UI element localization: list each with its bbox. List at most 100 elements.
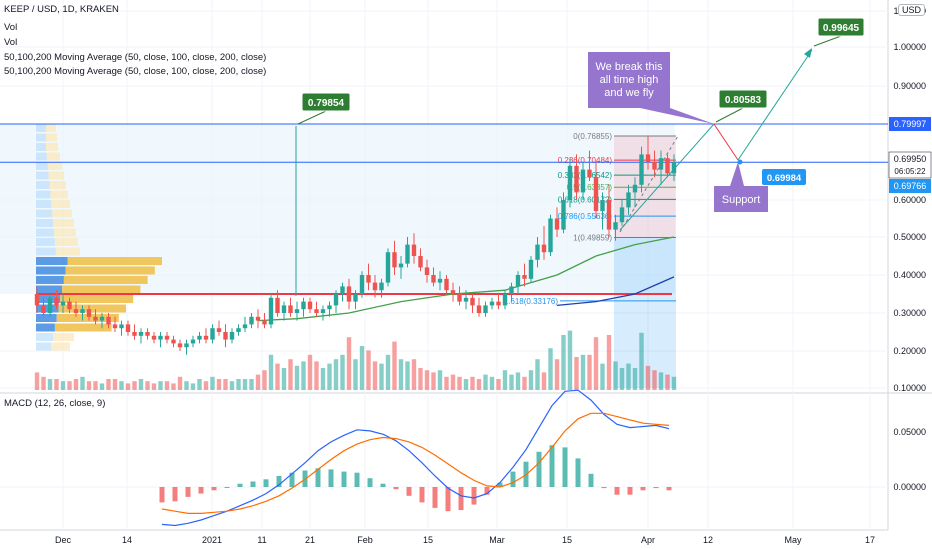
candle-body <box>34 294 40 306</box>
profile-bar-down <box>51 342 70 351</box>
candle-body <box>632 184 638 193</box>
price-tick-label: 0.50000 <box>893 232 926 242</box>
note-text: We break this <box>595 61 663 73</box>
volume-bar <box>255 374 261 390</box>
volume-bar <box>145 381 150 390</box>
candle-body <box>86 309 92 317</box>
callout-pointer <box>297 110 327 125</box>
volume-bar <box>132 381 137 390</box>
volume-bar <box>281 368 287 390</box>
candle-body <box>626 192 631 208</box>
macd-histogram-bar <box>471 487 477 505</box>
profile-bar-up <box>36 247 56 256</box>
candle-body <box>223 332 228 340</box>
volume-bar <box>424 370 430 390</box>
volume-bar <box>190 383 196 390</box>
volume-bar <box>112 379 118 390</box>
candle-body <box>197 335 202 340</box>
candle-body <box>541 244 547 253</box>
fib-level-label: 1(0.49859) <box>573 234 612 243</box>
candle-body <box>327 305 332 310</box>
volume-bar <box>509 374 514 390</box>
candle-body <box>489 301 495 306</box>
target-arrow <box>737 49 813 161</box>
profile-bar-down <box>65 266 155 275</box>
candle-body <box>47 297 53 313</box>
macd-histogram-bar <box>419 487 425 503</box>
candle-body <box>275 297 280 313</box>
volume-bar <box>457 376 462 390</box>
candle-body <box>333 294 339 306</box>
price-tick-label: 1.00000 <box>893 42 926 52</box>
retest-arrow <box>713 123 739 161</box>
candle-body <box>99 316 105 321</box>
profile-bar-up <box>36 228 54 237</box>
volume-bar <box>184 381 189 390</box>
fib-level-label: 0.5(0.63357) <box>567 183 613 192</box>
macd-histogram-bar <box>510 471 516 487</box>
profile-bar-down <box>46 143 59 151</box>
candle-body <box>320 309 326 313</box>
currency-badge[interactable]: USD <box>898 4 926 16</box>
callout-box <box>817 17 865 37</box>
macd-line <box>161 389 670 527</box>
volume-bar <box>535 359 540 390</box>
macd-histogram-bar <box>198 487 204 494</box>
volume-bar <box>86 381 92 390</box>
volume-bar <box>431 372 436 390</box>
candle-body <box>301 301 306 310</box>
candle-body <box>236 328 241 332</box>
profile-bar-down <box>51 200 70 208</box>
candle-body <box>444 278 449 291</box>
profile-bar-up <box>36 181 50 189</box>
drawings: 0.79854 0.80583 0.99645 0.69984 We break thi… <box>295 17 865 296</box>
note-text: all time high <box>600 74 659 86</box>
volume-bar <box>138 379 144 390</box>
volume-bar <box>236 379 241 390</box>
time-tick-label: 17 <box>865 535 875 545</box>
signal-line <box>161 412 670 515</box>
macd-tick-label: 0.00000 <box>893 482 926 492</box>
macd-histogram-bar <box>328 469 334 487</box>
breakout-arrow <box>619 123 715 231</box>
support-price-tag <box>762 169 806 185</box>
candle-body <box>593 177 599 212</box>
profile-bar-down <box>54 323 112 332</box>
volume-bar <box>314 361 319 390</box>
candle-body <box>132 332 137 336</box>
fib-level-label: 0.236(0.70484) <box>558 156 613 165</box>
macd-histogram-bar <box>549 445 555 487</box>
profile-bar-down <box>63 276 148 284</box>
profile-bar-up <box>36 133 46 142</box>
time-tick-label: Dec <box>55 535 72 545</box>
volume-bar <box>411 359 417 390</box>
macd-histogram-bar <box>601 487 607 489</box>
volume-bar <box>340 354 345 390</box>
macd-histogram-bar <box>172 487 178 502</box>
macd-histogram-bar <box>497 482 503 487</box>
time-tick-label: Feb <box>357 535 373 545</box>
profile-bar-down <box>52 209 72 218</box>
volume-bar <box>541 372 547 390</box>
volume-bar <box>275 363 280 390</box>
macd-histogram-bar <box>159 487 165 503</box>
time-tick-label: 14 <box>122 535 132 545</box>
volume-bar <box>496 379 501 390</box>
candle-body <box>340 286 345 294</box>
time-tick-label: Apr <box>641 535 655 545</box>
volume-bar <box>34 372 40 390</box>
volume-bar <box>548 348 553 390</box>
macd-histogram-bar <box>380 483 386 487</box>
volume-bar <box>665 374 670 390</box>
candle-body <box>262 320 267 325</box>
volume-bar <box>60 381 66 390</box>
candle-body <box>353 294 358 302</box>
candle-body <box>151 335 157 340</box>
price-tick-label: 0.30000 <box>893 308 926 318</box>
candle-body <box>184 343 189 348</box>
macd-histogram-bar <box>237 483 243 487</box>
macd-histogram-bar <box>588 473 594 487</box>
macd-histogram-bar <box>484 487 490 495</box>
profile-bar-up <box>36 304 59 313</box>
